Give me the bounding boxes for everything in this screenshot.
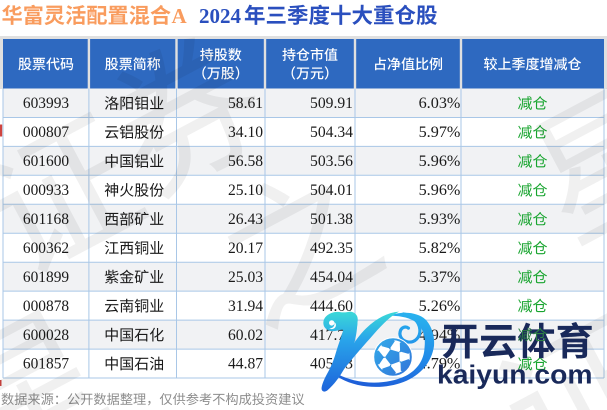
svg-text:5.96%: 5.96% bbox=[419, 153, 461, 170]
svg-text:6.03%: 6.03% bbox=[419, 95, 461, 112]
svg-text:5.26%: 5.26% bbox=[419, 298, 461, 315]
svg-text:601899: 601899 bbox=[23, 269, 69, 286]
svg-text:503.56: 503.56 bbox=[310, 153, 353, 170]
svg-text:kaiyun.com: kaiyun.com bbox=[437, 362, 593, 390]
svg-text:603993: 603993 bbox=[23, 95, 69, 112]
svg-text:601600: 601600 bbox=[23, 153, 69, 170]
svg-text:5.37%: 5.37% bbox=[419, 269, 461, 286]
svg-text:5.93%: 5.93% bbox=[419, 211, 461, 228]
svg-text:509.91: 509.91 bbox=[310, 95, 353, 112]
svg-text:504.34: 504.34 bbox=[310, 124, 353, 141]
svg-text:492.35: 492.35 bbox=[310, 240, 353, 257]
svg-text:A: A bbox=[172, 4, 188, 28]
svg-text:5.82%: 5.82% bbox=[419, 240, 461, 257]
svg-text:25.10: 25.10 bbox=[228, 182, 263, 199]
svg-text:60.02: 60.02 bbox=[228, 327, 263, 344]
svg-text:25.03: 25.03 bbox=[228, 269, 263, 286]
svg-text:000878: 000878 bbox=[23, 298, 69, 315]
svg-text:44.87: 44.87 bbox=[228, 356, 263, 373]
svg-text:2024: 2024 bbox=[199, 4, 242, 28]
svg-text:5.96%: 5.96% bbox=[419, 182, 461, 199]
svg-text:5.97%: 5.97% bbox=[419, 124, 461, 141]
svg-text:31.94: 31.94 bbox=[228, 298, 263, 315]
